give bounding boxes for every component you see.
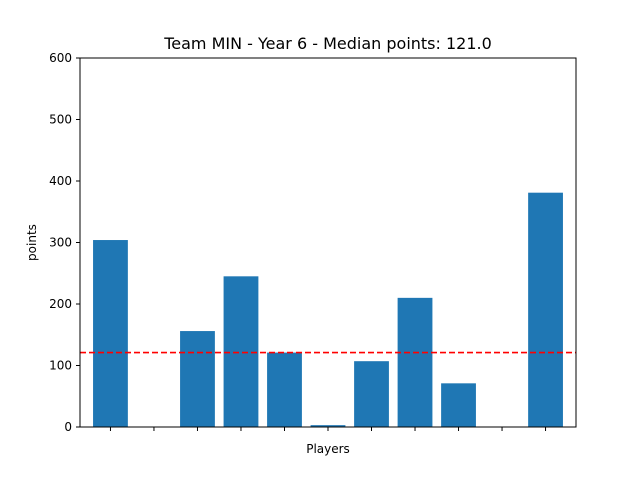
y-tick-label-0: 0 — [64, 420, 72, 434]
y-axis: 0 100 200 300 400 500 600 — [49, 51, 80, 434]
plot-frame — [79, 57, 577, 428]
y-tick-label-100: 100 — [49, 359, 72, 373]
bar-11 — [528, 192, 563, 427]
y-tick-label-600: 600 — [49, 51, 72, 65]
y-tick-label-300: 300 — [49, 236, 72, 250]
bar-4 — [223, 276, 259, 427]
y-tick-label-500: 500 — [49, 113, 72, 127]
y-tick-label-200: 200 — [49, 297, 72, 311]
x-axis-label: Players — [306, 442, 350, 456]
bar-7 — [354, 361, 389, 427]
bar-5 — [267, 352, 302, 427]
bar-9 — [441, 383, 476, 427]
x-axis — [109, 427, 547, 431]
bar-6 — [310, 425, 346, 427]
plot-area — [79, 57, 577, 428]
y-tick-label-400: 400 — [49, 174, 72, 188]
chart-title: Team MIN - Year 6 - Median points: 121.0 — [163, 34, 492, 53]
bar-1 — [93, 240, 128, 427]
y-axis-label: points — [25, 224, 39, 261]
bars — [93, 192, 563, 427]
bar-3 — [180, 331, 215, 427]
bar-8 — [397, 297, 433, 427]
